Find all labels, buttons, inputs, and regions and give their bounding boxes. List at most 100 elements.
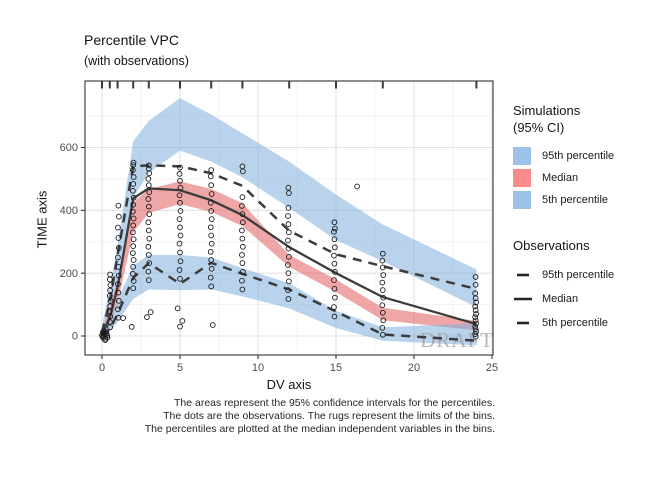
observation-point [115, 264, 122, 270]
x-tick-label: 5 [177, 362, 183, 374]
observation-point [285, 221, 292, 228]
legend-group-simulations: Simulations (95% CI) 95th percentile Med… [513, 102, 668, 211]
band-5th-percentile-ci [102, 254, 477, 346]
panel-border [84, 80, 494, 356]
observation-point [286, 253, 292, 260]
y-axis-title: TIME axis [34, 190, 50, 249]
x-tick-label: 10 [252, 362, 264, 374]
observation-point [331, 304, 337, 310]
observation-point [208, 240, 215, 247]
observation-point [472, 323, 479, 330]
observation-point [177, 275, 183, 282]
linetype-key-dashed-icon [517, 273, 529, 277]
y-tick-label: 600 [60, 142, 78, 154]
observation-point [331, 286, 338, 292]
legend: Simulations (95% CI) 95th percentile Med… [513, 102, 668, 335]
observation-point [107, 282, 114, 288]
observation-point [177, 224, 183, 231]
x-tick-label: 0 [99, 362, 105, 374]
observation-point [145, 176, 152, 182]
observation-point [106, 308, 113, 315]
observation-point [380, 272, 387, 278]
observation-point [115, 281, 121, 288]
observation-point [145, 219, 152, 226]
observation-point [473, 311, 479, 317]
page-subtitle: (with observations) [84, 54, 189, 68]
page-title: Percentile VPC [84, 32, 179, 48]
x-tick-label: 20 [408, 362, 420, 374]
legend-item-sim-median: Median [513, 167, 668, 189]
observation-point [239, 260, 246, 266]
observation-point [239, 227, 245, 234]
observation-point [177, 258, 184, 265]
swatch-5th-percentile [513, 191, 531, 209]
observation-point [208, 232, 215, 239]
legend-label: 95th percentile [542, 269, 615, 281]
observation-point [331, 236, 338, 243]
observation-point [106, 292, 113, 299]
y-tick-label: 200 [60, 268, 78, 280]
observation-point [285, 184, 292, 191]
legend-label: 5th percentile [542, 194, 609, 206]
legend-item-sim-5th: 5th percentile [513, 189, 668, 211]
observation-point [130, 159, 137, 166]
observation-point [331, 252, 337, 259]
observation-point [115, 213, 122, 220]
observation-point [331, 277, 337, 283]
observation-point [285, 287, 291, 293]
observation-point [115, 245, 122, 251]
observation-point [130, 264, 137, 270]
observation-point [207, 199, 214, 206]
observation-point [285, 262, 291, 268]
observation-point [106, 319, 113, 325]
observation-point [177, 249, 183, 256]
observation-point [176, 192, 183, 199]
x-tick-label: 25 [486, 362, 498, 374]
observation-point [130, 270, 136, 277]
observation-point [332, 269, 338, 275]
observation-point [130, 215, 137, 222]
observation-point [177, 184, 184, 191]
swatch-median [513, 169, 531, 187]
observation-point [130, 201, 137, 208]
linetype-key-solid-icon [514, 297, 532, 301]
observation-point [286, 278, 292, 285]
legend-title-line1: Simulations [513, 103, 581, 118]
observation-point [145, 227, 152, 234]
bin-rug [101, 81, 478, 89]
sim-ci-bands [102, 98, 477, 346]
caption-line: The percentiles are plotted at the media… [144, 423, 495, 435]
observation-point [176, 240, 183, 247]
observation-point [240, 219, 246, 226]
observation-point [207, 248, 214, 255]
observation-point [177, 199, 183, 206]
observation-point [146, 211, 153, 217]
band-median-ci [102, 181, 477, 336]
observation-point [239, 163, 246, 170]
observation-point [115, 306, 121, 313]
observation-point [332, 244, 338, 251]
observation-point [379, 324, 386, 331]
observation-point [331, 228, 337, 235]
observation-point [130, 208, 136, 215]
observation-point [130, 162, 137, 168]
observation-point [380, 294, 387, 301]
observation-point [286, 190, 292, 196]
observation-point [379, 302, 386, 309]
observation-point [177, 232, 184, 239]
observation-point [176, 171, 183, 177]
observation-point [285, 213, 291, 219]
observation-point [239, 211, 246, 217]
observation-point [130, 188, 136, 194]
observation-point [473, 320, 479, 327]
observation-point [107, 287, 113, 294]
observation-point [130, 181, 137, 187]
observation-point [145, 252, 152, 258]
observation-point [472, 303, 479, 310]
observation-point [379, 279, 386, 286]
legend-item-obs-median: Median [513, 287, 668, 311]
observation-point [331, 219, 338, 226]
observation-point [146, 260, 153, 266]
observation-point [285, 270, 292, 277]
